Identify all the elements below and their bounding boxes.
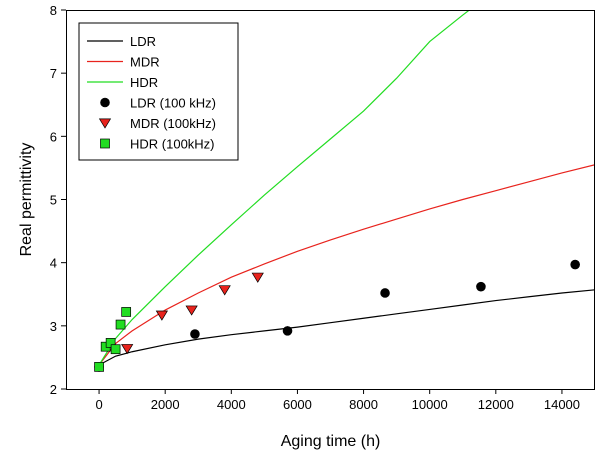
- legend-label-mdr-100khz: MDR (100kHz): [130, 116, 216, 131]
- y-tick-label: 2: [50, 382, 57, 397]
- x-tick-label: 6000: [283, 397, 312, 412]
- legend-marker-mdr: [98, 118, 112, 129]
- curve-ldr: [98, 289, 595, 366]
- legend-label-hdr: HDR: [130, 75, 158, 90]
- ldr-point: [570, 259, 580, 270]
- x-tick-label: 4000: [217, 397, 246, 412]
- curves-layer: [98, 10, 595, 366]
- y-tick-label: 7: [50, 66, 57, 81]
- x-tick-label: 0: [95, 397, 102, 412]
- ticks-layer: 0 2000 4000 6000 8000 10000 12000 14000 2 3 4 5 6 7 8: [50, 3, 580, 412]
- legend-label-mdr: MDR: [130, 55, 160, 70]
- legend: LDR MDR HDR LDR (100 kHz) MDR (100kHz) HDR (1…: [78, 22, 239, 161]
- curve-mdr: [98, 164, 595, 366]
- y-tick-label: 3: [50, 319, 57, 334]
- ldr-point: [282, 326, 293, 336]
- hdr-point: [105, 338, 116, 348]
- ldr-point: [190, 329, 200, 339]
- hdr-point: [94, 362, 104, 372]
- legend-box: [78, 22, 239, 161]
- legend-marker-hdr: [100, 138, 110, 149]
- x-tick-label: 2000: [151, 397, 180, 412]
- y-axis-label: Real permittivity: [18, 143, 35, 257]
- hdr-point: [110, 344, 121, 355]
- mdr-point: [121, 344, 134, 355]
- curve-hdr: [98, 10, 470, 366]
- x-tick-label: 8000: [349, 397, 378, 412]
- legend-label-ldr: LDR: [130, 34, 156, 49]
- hdr-point: [121, 307, 132, 317]
- mdr-point: [185, 305, 198, 316]
- mdr-point: [251, 272, 264, 283]
- mdr-point: [218, 285, 231, 296]
- x-tick-label: 10000: [412, 397, 448, 412]
- x-axis-label: Aging time (h): [281, 433, 381, 450]
- x-tick-label: 12000: [478, 397, 514, 412]
- ldr-point: [476, 281, 486, 292]
- hdr-point: [115, 319, 126, 330]
- legend-label-ldr-100khz: LDR (100 kHz): [130, 96, 216, 111]
- legend-label-hdr-100khz: HDR (100kHz): [130, 137, 215, 152]
- y-tick-label: 6: [50, 129, 57, 144]
- ldr-point: [380, 288, 390, 298]
- y-tick-label: 8: [50, 3, 57, 18]
- x-tick-label: 14000: [544, 397, 580, 412]
- y-tick-label: 4: [50, 256, 57, 271]
- points-layer: [94, 259, 580, 372]
- legend-marker-ldr: [100, 97, 110, 108]
- mdr-point: [155, 310, 169, 321]
- y-tick-label: 5: [50, 193, 57, 208]
